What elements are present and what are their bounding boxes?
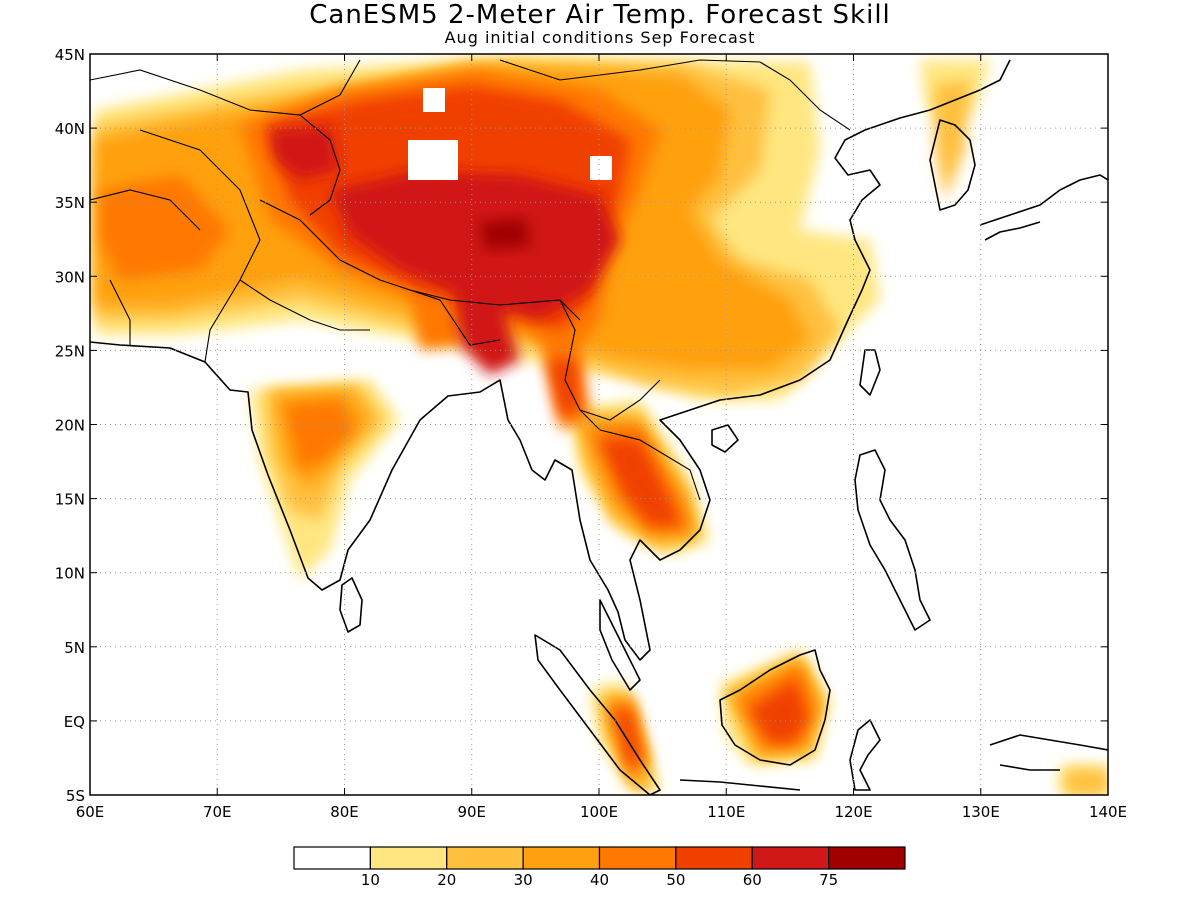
lon-tick-label: 100E [580, 803, 618, 821]
asia-coastline [90, 59, 1011, 661]
colorbar-label: 60 [743, 871, 762, 889]
colorbar-swatch [598, 846, 677, 870]
lat-tick-label: 5S [66, 787, 85, 805]
colorbar-swatch [293, 846, 371, 870]
colorbar-swatch [751, 846, 830, 870]
sulawesi-coastline [849, 719, 881, 791]
colorbar-swatch [369, 846, 448, 870]
java-coastline [679, 779, 801, 791]
lat-tick-label: 25N [55, 342, 85, 360]
colorbar-swatch [522, 846, 601, 870]
map-subtitle: Aug initial conditions Sep Forecast [444, 28, 756, 47]
missing-data-cells [408, 88, 612, 180]
lon-tick-label: 90E [457, 803, 486, 821]
coastlines [90, 59, 1108, 795]
colorbar-swatch [675, 846, 753, 870]
gridlines [90, 54, 1108, 795]
lat-tick-label: 45N [55, 46, 85, 64]
colorbar-label: 75 [819, 871, 838, 889]
new-guinea-coastline [989, 734, 1108, 771]
colorbar-label: 20 [437, 871, 456, 889]
lat-tick-label: 15N [55, 491, 85, 509]
lat-tick-label: 30N [55, 268, 85, 286]
colorbar-label: 30 [514, 871, 533, 889]
colorbar-swatch [446, 846, 524, 870]
lat-tick-label: 10N [55, 565, 85, 583]
lon-tick-label: 70E [203, 803, 232, 821]
lon-tick-label: 120E [834, 803, 872, 821]
lon-axis: 60E 70E 80E 90E 100E 110E 120E 130E 140E [76, 54, 1127, 821]
country-borders [90, 59, 851, 501]
colorbar-swatch [828, 846, 906, 870]
colorbar-label: 50 [666, 871, 685, 889]
skill-field [95, 56, 1108, 795]
korea-coastline [929, 119, 976, 211]
colorbar-legend: 10 20 30 40 50 60 75 [293, 846, 906, 889]
hainan-coastline [711, 424, 739, 453]
lon-tick-label: 60E [76, 803, 105, 821]
malay-peninsula-coastline [599, 599, 641, 691]
japan-coastline [979, 174, 1108, 241]
lat-tick-label: 5N [64, 639, 85, 657]
sumatra-coastline [534, 634, 661, 795]
philippines-coastline [854, 449, 931, 631]
lon-tick-label: 80E [330, 803, 359, 821]
lat-tick-label: 40N [55, 120, 85, 138]
lon-tick-label: 110E [707, 803, 745, 821]
borneo-coastline [719, 649, 831, 766]
lat-tick-label: 20N [55, 417, 85, 435]
skill-level-60-75 [270, 125, 620, 375]
lon-tick-label: 130E [962, 803, 1000, 821]
lat-tick-label: EQ [64, 713, 85, 731]
lon-tick-label: 140E [1089, 803, 1127, 821]
colorbar-label: 40 [590, 871, 609, 889]
map-title: CanESM5 2-Meter Air Temp. Forecast Skill [309, 0, 891, 30]
taiwan-coastline [859, 349, 881, 396]
colorbar-label: 10 [361, 871, 380, 889]
lat-tick-label: 35N [55, 194, 85, 212]
skill-level-75-plus [480, 218, 530, 250]
lat-axis: 45N 40N 35N 30N 25N 20N 15N 10N 5N EQ 5S [55, 46, 1108, 805]
sri-lanka-coastline [339, 577, 363, 633]
